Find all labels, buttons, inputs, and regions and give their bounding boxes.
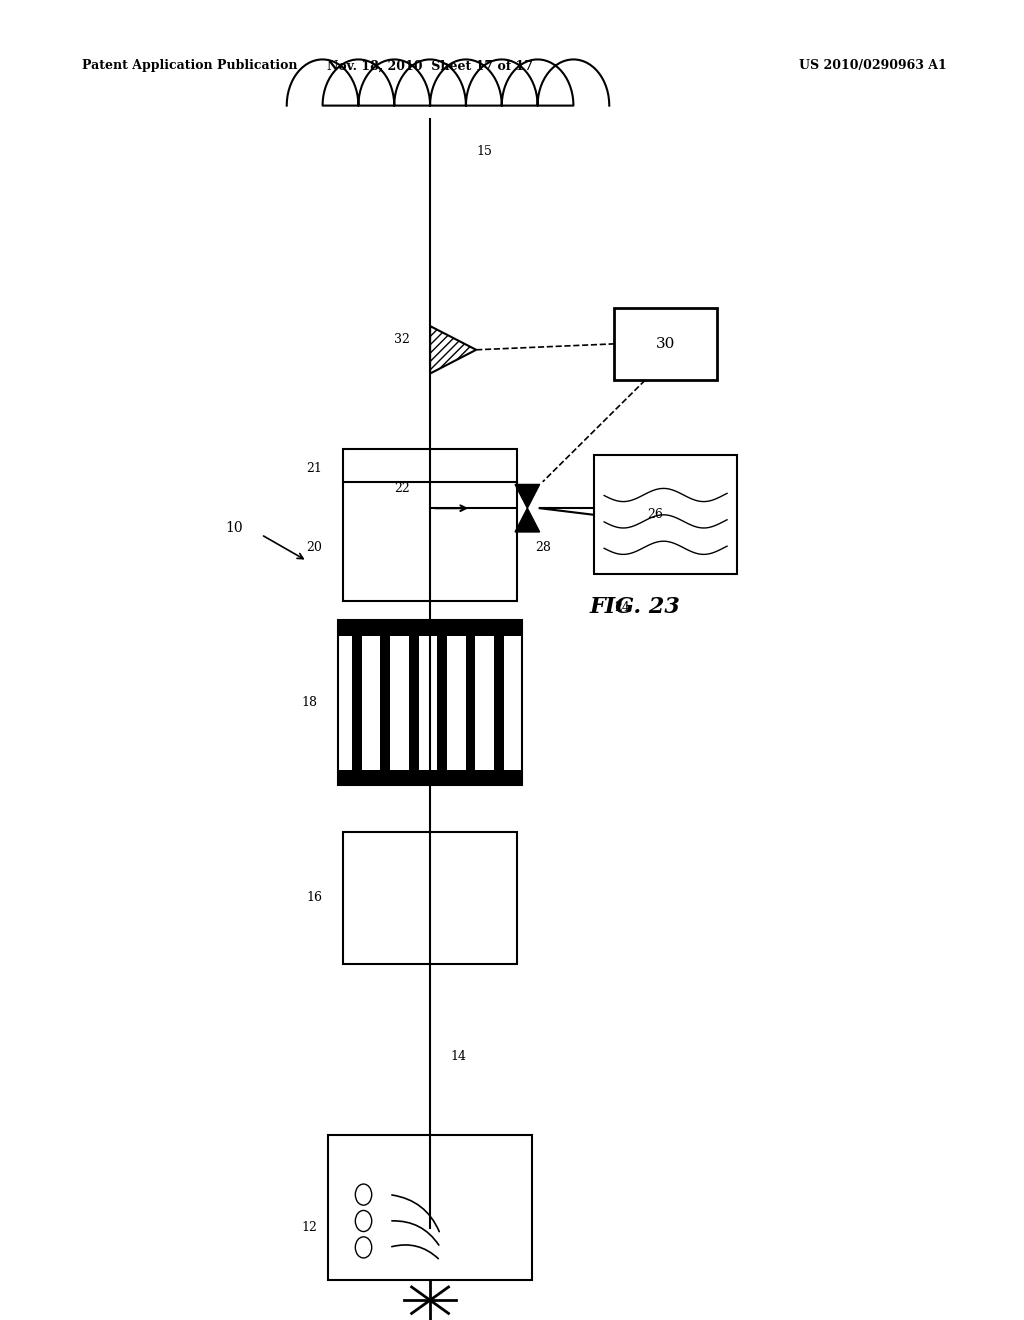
Text: 12: 12 (301, 1221, 317, 1234)
Text: 24: 24 (614, 601, 631, 614)
Bar (338, 770, 522, 785)
Text: 26: 26 (647, 508, 664, 521)
Bar (352, 636, 362, 770)
Polygon shape (515, 508, 540, 532)
Bar (466, 636, 475, 770)
Text: 10: 10 (225, 521, 243, 535)
Text: 20: 20 (306, 541, 323, 554)
Text: 28: 28 (536, 541, 552, 554)
Polygon shape (430, 326, 476, 374)
Bar (381, 636, 390, 770)
Bar (409, 636, 419, 770)
Text: 32: 32 (393, 333, 410, 346)
Bar (437, 636, 447, 770)
Text: Patent Application Publication: Patent Application Publication (82, 59, 297, 73)
Text: FIG. 23: FIG. 23 (590, 597, 680, 618)
Bar (338, 620, 522, 785)
Text: 18: 18 (301, 697, 317, 709)
Bar (614, 308, 717, 380)
Text: 30: 30 (656, 337, 675, 351)
Text: 22: 22 (394, 482, 410, 495)
Bar (343, 832, 517, 964)
Bar (494, 636, 504, 770)
Text: US 2010/0290963 A1: US 2010/0290963 A1 (799, 59, 946, 73)
Bar (328, 1135, 532, 1280)
Text: 16: 16 (306, 891, 323, 904)
Text: 15: 15 (476, 145, 493, 158)
Bar (338, 620, 522, 636)
Text: 21: 21 (306, 462, 323, 475)
Bar (594, 455, 737, 574)
Text: Nov. 18, 2010  Sheet 17 of 17: Nov. 18, 2010 Sheet 17 of 17 (327, 59, 534, 73)
Text: 14: 14 (451, 1049, 467, 1063)
Polygon shape (515, 484, 540, 508)
Bar (343, 449, 517, 601)
